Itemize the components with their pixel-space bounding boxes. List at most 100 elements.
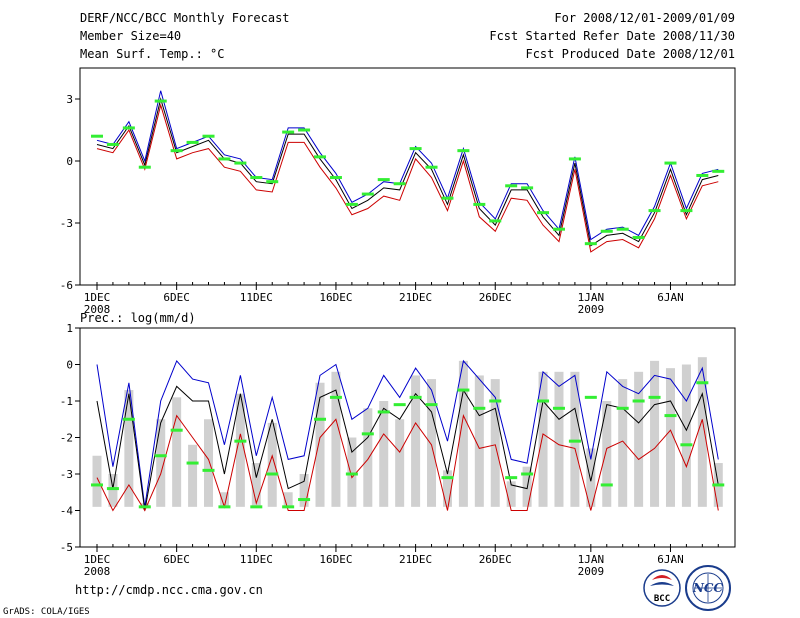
y-tick-label: 1 xyxy=(66,322,73,335)
ensemble-max-line xyxy=(96,359,719,507)
x-tick-label: 6JAN xyxy=(657,553,684,566)
observed-marker-day-5 xyxy=(154,454,167,458)
spread-bar-day-21 xyxy=(411,375,421,507)
x-tick-label: 6DEC xyxy=(163,291,190,304)
spread-bar-day-32 xyxy=(586,448,596,507)
spread-bar-day-12 xyxy=(267,422,277,507)
chart-title: DERF/NCC/BCC Monthly Forecast xyxy=(80,11,290,25)
y-tick-label: -5 xyxy=(60,541,73,554)
y-tick-label: 0 xyxy=(66,359,73,372)
x-tick-year-label: 2009 xyxy=(578,565,605,578)
observed-marker-day-33 xyxy=(600,229,613,233)
spread-bar-day-7 xyxy=(188,444,198,507)
ensemble-min-line xyxy=(96,103,719,253)
observed-marker-day-16 xyxy=(329,176,342,180)
y-tick-label: 0 xyxy=(66,155,73,168)
observed-marker-day-8 xyxy=(202,134,215,138)
observed-marker-day-40 xyxy=(712,483,725,487)
observed-marker-day-21 xyxy=(409,395,422,399)
x-tick-label: 6DEC xyxy=(163,553,190,566)
x-tick-label: 16DEC xyxy=(319,553,352,566)
observed-marker-day-3 xyxy=(122,126,135,130)
observed-marker-day-15 xyxy=(314,417,327,421)
observed-marker-day-30 xyxy=(552,406,565,410)
x-tick-label: 21DEC xyxy=(399,553,432,566)
observed-marker-day-2 xyxy=(106,142,119,146)
observed-marker-day-14 xyxy=(298,128,311,132)
spread-bar-day-15 xyxy=(315,382,325,507)
ensemble-min-line xyxy=(96,413,719,512)
observed-marker-day-26 xyxy=(489,399,502,403)
observed-marker-day-22 xyxy=(425,165,438,169)
precipitation-title: Prec.: log(mm/d) xyxy=(80,311,196,325)
observed-marker-day-37 xyxy=(664,414,677,418)
observed-marker-day-36 xyxy=(648,209,661,213)
observed-marker-day-34 xyxy=(616,406,629,410)
ensemble-mean-line xyxy=(96,97,719,247)
observed-marker-day-32 xyxy=(584,395,597,399)
spread-bar-day-24 xyxy=(458,360,468,507)
observed-marker-day-8 xyxy=(202,468,215,472)
x-tick-label: 21DEC xyxy=(399,291,432,304)
spread-bar-day-9 xyxy=(219,492,229,507)
observed-marker-day-38 xyxy=(680,209,693,213)
observed-marker-day-7 xyxy=(186,461,199,465)
spread-bar-day-1 xyxy=(92,455,102,507)
observed-marker-day-36 xyxy=(648,395,661,399)
spread-bar-day-18 xyxy=(363,408,373,507)
spread-bar-day-33 xyxy=(602,401,612,507)
spread-bar-day-11 xyxy=(251,463,261,507)
observed-marker-day-29 xyxy=(537,399,550,403)
x-tick-year-label: 2008 xyxy=(84,303,111,316)
y-tick-label: -2 xyxy=(60,432,73,445)
bcc-logo: BCC xyxy=(643,569,681,607)
precipitation-frame xyxy=(79,327,736,548)
observed-marker-day-31 xyxy=(568,157,581,161)
fcst-produced-label: Fcst Produced Date 2008/12/01 xyxy=(525,47,735,61)
spread-bar-day-36 xyxy=(650,360,660,507)
ensemble-max-line xyxy=(96,90,719,241)
observed-marker-day-4 xyxy=(138,505,151,509)
x-tick-label: 26DEC xyxy=(479,553,512,566)
observed-marker-day-11 xyxy=(250,505,263,509)
observed-marker-day-16 xyxy=(329,395,342,399)
spread-bar-day-3 xyxy=(124,390,134,507)
observed-marker-day-31 xyxy=(568,439,581,443)
spread-bar-day-6 xyxy=(172,397,182,507)
spread-bar-day-25 xyxy=(474,375,484,507)
precipitation-panel: Prec.: log(mm/d) -5-4-3-2-1011DEC20086DE… xyxy=(60,311,736,578)
ensemble-mean-line xyxy=(96,385,719,511)
observed-marker-day-33 xyxy=(600,483,613,487)
spread-bar-day-23 xyxy=(442,470,452,507)
spread-bar-day-38 xyxy=(681,364,691,507)
fcst-started-label: Fcst Started Refer Date 2008/11/30 xyxy=(489,29,735,43)
spread-bar-day-39 xyxy=(697,357,707,507)
observed-marker-day-3 xyxy=(122,417,135,421)
spread-bar-day-34 xyxy=(618,379,628,507)
ncc-logo: NCC xyxy=(685,565,731,611)
x-tick-label: 1JAN xyxy=(578,291,605,304)
observed-marker-day-40 xyxy=(712,169,725,173)
observed-marker-day-28 xyxy=(521,472,534,476)
observed-marker-day-12 xyxy=(266,180,279,184)
observed-marker-day-27 xyxy=(505,476,518,480)
observed-marker-day-37 xyxy=(664,161,677,165)
observed-marker-day-17 xyxy=(345,202,358,206)
spread-bar-day-31 xyxy=(570,371,580,507)
observed-marker-day-14 xyxy=(298,498,311,502)
spread-bar-day-20 xyxy=(395,419,405,507)
spread-bar-day-26 xyxy=(490,379,500,507)
period-label: For 2008/12/01-2009/01/09 xyxy=(554,11,735,25)
observed-marker-day-29 xyxy=(537,211,550,215)
observed-marker-day-22 xyxy=(425,403,438,407)
member-size-label: Member Size=40 xyxy=(80,29,181,43)
x-tick-label: 1DEC xyxy=(84,553,111,566)
spread-bar-day-16 xyxy=(331,371,341,507)
y-tick-label: -3 xyxy=(60,217,73,230)
observed-marker-day-26 xyxy=(489,219,502,223)
observed-marker-day-10 xyxy=(234,161,247,165)
observed-marker-day-23 xyxy=(441,476,454,480)
observed-marker-day-20 xyxy=(393,182,406,186)
observed-marker-day-15 xyxy=(314,155,327,159)
